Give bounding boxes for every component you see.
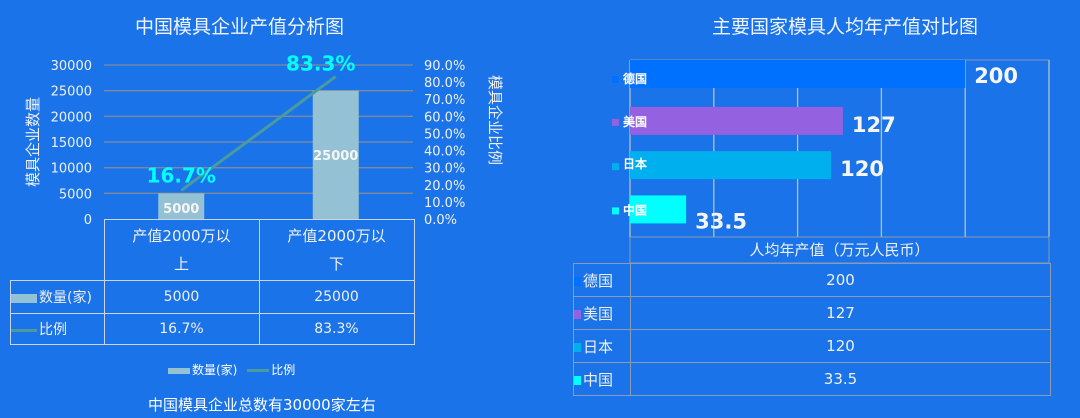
y2-tick-label: 90.0% bbox=[424, 59, 465, 74]
bar-2 bbox=[630, 151, 832, 180]
legend-item: 比例 bbox=[271, 363, 296, 377]
x-axis-title: 人均年产值（万元人民币） bbox=[749, 241, 929, 259]
bar-0 bbox=[158, 193, 205, 219]
category-label: 美国 bbox=[623, 114, 647, 129]
bar-1 bbox=[312, 90, 359, 220]
bar-legend-swatch bbox=[11, 293, 37, 303]
bar-data-label: 200 bbox=[974, 64, 1018, 88]
bar-data-label: 25000 bbox=[313, 149, 358, 164]
right-chart-title: 主要国家模具人均年产值对比图 bbox=[712, 16, 979, 38]
bar-3 bbox=[630, 195, 687, 224]
y2-tick-label: 0.0% bbox=[424, 213, 457, 228]
y-tick-label: 20000 bbox=[51, 110, 92, 125]
category-swatch bbox=[612, 76, 619, 83]
ratio-line bbox=[180, 75, 337, 192]
y2-tick-label: 10.0% bbox=[424, 196, 465, 211]
line-data-label: 83.3% bbox=[286, 51, 355, 75]
y2-tick-label: 80.0% bbox=[424, 76, 465, 91]
y2-axis-title: 模具企业比例 bbox=[486, 75, 504, 165]
bar-data-label: 5000 bbox=[163, 202, 199, 217]
legend-bar-swatch bbox=[168, 367, 190, 374]
line-data-label: 16.7% bbox=[147, 163, 216, 187]
table-row: 日本 120 bbox=[573, 329, 1051, 363]
left-data-table: 产值2000万以上 产值2000万以下 数量(家) 5000 25000 比例 … bbox=[10, 219, 415, 345]
table-row: 中国 33.5 bbox=[573, 362, 1051, 396]
y2-tick-label: 40.0% bbox=[424, 145, 465, 160]
y-axis-title: 模具企业数量 bbox=[24, 97, 42, 187]
category-swatch bbox=[612, 118, 619, 126]
y2-tick-label: 50.0% bbox=[424, 127, 465, 142]
table-row: 数量(家) 5000 25000 bbox=[10, 280, 415, 314]
y-tick-label: 5000 bbox=[59, 187, 92, 202]
legend-line-swatch bbox=[247, 369, 270, 372]
table-row: 美国 127 bbox=[573, 296, 1051, 330]
right-data-table: 德国 200 美国 127 日本 120 中国 33.5 bbox=[573, 263, 1051, 396]
bar-1 bbox=[630, 106, 843, 135]
bar-0 bbox=[630, 60, 966, 88]
y-tick-label: 15000 bbox=[51, 136, 92, 151]
bar-data-label: 33.5 bbox=[695, 209, 747, 233]
category-cell: 产值2000万以下 bbox=[258, 219, 415, 281]
table-row: 比例 16.7% 83.3% bbox=[10, 313, 415, 345]
y-tick-label: 30000 bbox=[51, 59, 92, 74]
bar-data-label: 120 bbox=[840, 157, 884, 181]
y2-tick-label: 30.0% bbox=[424, 162, 465, 177]
category-swatch bbox=[612, 207, 619, 215]
y2-tick-label: 20.0% bbox=[424, 179, 465, 194]
line-legend-swatch bbox=[11, 328, 37, 332]
y-tick-label: 25000 bbox=[51, 85, 92, 100]
bar-data-label: 127 bbox=[852, 113, 896, 137]
category-label: 中国 bbox=[623, 202, 647, 217]
legend-item: 数量(家) bbox=[192, 363, 238, 377]
category-cell: 产值2000万以上 bbox=[103, 219, 260, 281]
y2-tick-label: 70.0% bbox=[424, 93, 465, 108]
category-label: 德国 bbox=[623, 71, 647, 86]
y2-tick-label: 60.0% bbox=[424, 110, 465, 125]
category-label: 日本 bbox=[623, 156, 647, 171]
y-tick-label: 10000 bbox=[51, 162, 92, 177]
left-chart-title: 中国模具企业产值分析图 bbox=[135, 16, 345, 38]
table-row: 德国 200 bbox=[573, 263, 1051, 297]
footnote: 中国模具企业总数有30000家左右 bbox=[148, 396, 376, 414]
category-swatch bbox=[612, 163, 619, 171]
left-legend: 数量(家) 比例 bbox=[168, 361, 295, 378]
